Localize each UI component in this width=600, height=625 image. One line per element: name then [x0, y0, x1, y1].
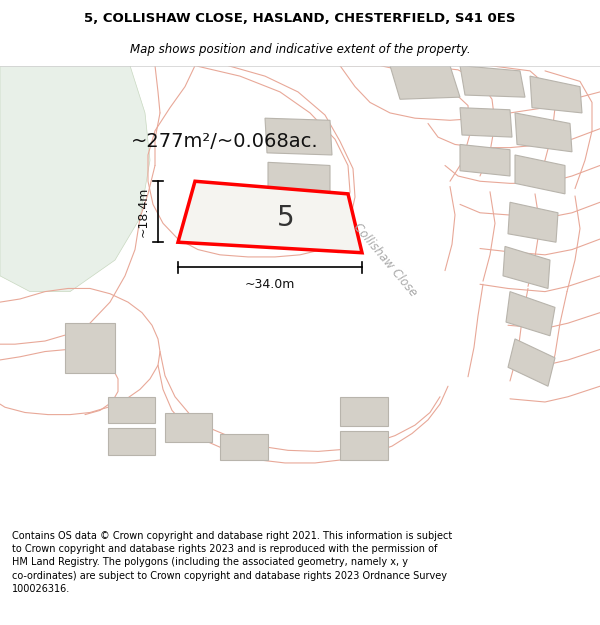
Polygon shape — [178, 181, 362, 253]
Polygon shape — [530, 76, 582, 113]
Text: ~277m²/~0.068ac.: ~277m²/~0.068ac. — [131, 132, 319, 151]
Text: 5, COLLISHAW CLOSE, HASLAND, CHESTERFIELD, S41 0ES: 5, COLLISHAW CLOSE, HASLAND, CHESTERFIEL… — [84, 12, 516, 25]
Text: Contains OS data © Crown copyright and database right 2021. This information is : Contains OS data © Crown copyright and d… — [12, 531, 452, 594]
Polygon shape — [508, 339, 555, 386]
Polygon shape — [390, 66, 460, 99]
Polygon shape — [268, 162, 330, 200]
Polygon shape — [165, 412, 212, 442]
Polygon shape — [515, 155, 565, 194]
Text: ~34.0m: ~34.0m — [245, 278, 295, 291]
Polygon shape — [220, 434, 268, 460]
Polygon shape — [340, 431, 388, 460]
Polygon shape — [460, 107, 512, 137]
Text: Map shows position and indicative extent of the property.: Map shows position and indicative extent… — [130, 42, 470, 56]
Polygon shape — [0, 66, 150, 292]
Polygon shape — [506, 292, 555, 336]
Text: Collishaw Close: Collishaw Close — [350, 221, 419, 299]
Polygon shape — [460, 144, 510, 176]
Text: ~18.4m: ~18.4m — [137, 186, 150, 237]
Polygon shape — [265, 118, 332, 155]
Polygon shape — [65, 323, 115, 372]
Polygon shape — [108, 428, 155, 454]
Polygon shape — [340, 397, 388, 426]
Polygon shape — [508, 202, 558, 242]
Text: 5: 5 — [277, 204, 295, 231]
Polygon shape — [460, 66, 525, 97]
Polygon shape — [515, 113, 572, 152]
Polygon shape — [503, 246, 550, 289]
Polygon shape — [108, 397, 155, 423]
